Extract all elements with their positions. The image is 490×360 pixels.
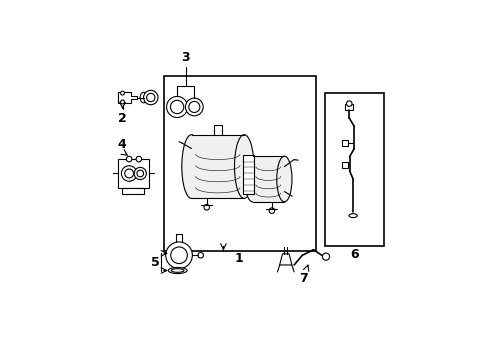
Text: 1: 1 (234, 252, 243, 265)
Text: 7: 7 (299, 272, 308, 285)
Circle shape (121, 100, 124, 104)
Bar (324, 93, 384, 246)
Circle shape (171, 247, 187, 264)
Circle shape (137, 170, 144, 177)
Text: 2: 2 (118, 112, 127, 126)
Circle shape (269, 208, 275, 213)
Bar (342, 140, 348, 146)
Circle shape (346, 101, 352, 107)
Bar (192, 135, 244, 198)
Circle shape (122, 166, 137, 181)
Circle shape (204, 204, 210, 210)
Bar (345, 104, 353, 110)
Bar (118, 159, 148, 188)
Circle shape (147, 93, 155, 102)
Polygon shape (118, 92, 138, 103)
Circle shape (167, 96, 188, 117)
Text: 5: 5 (151, 256, 160, 269)
Bar (342, 162, 348, 168)
Text: 4: 4 (117, 138, 126, 151)
Text: 6: 6 (350, 248, 359, 261)
Circle shape (322, 253, 330, 260)
Bar (122, 188, 145, 194)
Circle shape (136, 156, 142, 162)
Ellipse shape (172, 269, 184, 272)
Circle shape (166, 242, 193, 269)
Text: 3: 3 (181, 51, 190, 64)
Circle shape (171, 100, 184, 114)
Circle shape (134, 167, 147, 180)
Circle shape (198, 252, 203, 258)
Ellipse shape (235, 135, 254, 198)
Bar (243, 156, 254, 194)
Circle shape (144, 90, 158, 105)
Bar (252, 156, 284, 202)
Circle shape (185, 98, 203, 116)
Ellipse shape (140, 92, 147, 103)
Circle shape (126, 156, 132, 162)
Circle shape (125, 169, 134, 178)
Ellipse shape (182, 135, 201, 198)
Ellipse shape (349, 214, 357, 217)
Circle shape (189, 102, 200, 112)
Ellipse shape (277, 156, 292, 202)
Circle shape (121, 91, 124, 95)
Ellipse shape (168, 267, 187, 274)
Polygon shape (280, 254, 292, 265)
Ellipse shape (245, 156, 260, 202)
Bar (164, 76, 316, 251)
